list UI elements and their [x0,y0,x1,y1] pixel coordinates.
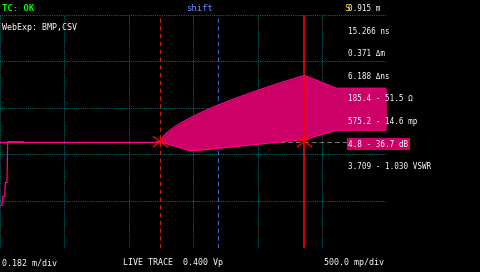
Text: 185.4 - 51.5 Ω: 185.4 - 51.5 Ω [348,94,413,103]
Text: 0.915 m: 0.915 m [348,4,381,13]
Text: Fill Mode On: Fill Mode On [402,194,472,203]
Text: Envelope
Plot On: Envelope Plot On [414,27,461,49]
Text: WebExp: BMP,CSV: WebExp: BMP,CSV [2,23,77,32]
Text: 3.709 - 1.030 VSWR: 3.709 - 1.030 VSWR [348,162,432,171]
Text: 575.2 - 14.6 mp: 575.2 - 14.6 mp [348,117,418,126]
Text: shift: shift [186,4,213,13]
Text: 4.8 - 36.7 dB: 4.8 - 36.7 dB [348,140,408,149]
Text: 6.188 Δns: 6.188 Δns [348,72,390,81]
Text: 15.266 ns: 15.266 ns [348,27,390,36]
Text: 500.0 mp/div: 500.0 mp/div [324,258,384,267]
Text: Reset: Reset [422,111,452,120]
Text: 0.371 Δm: 0.371 Δm [348,49,385,58]
Text: LIVE TRACE  0.400 Vp: LIVE TRACE 0.400 Vp [123,258,223,267]
Text: 0.182 m/div: 0.182 m/div [2,258,58,267]
Text: TC: OK: TC: OK [2,4,35,13]
Text: S: S [345,4,350,13]
